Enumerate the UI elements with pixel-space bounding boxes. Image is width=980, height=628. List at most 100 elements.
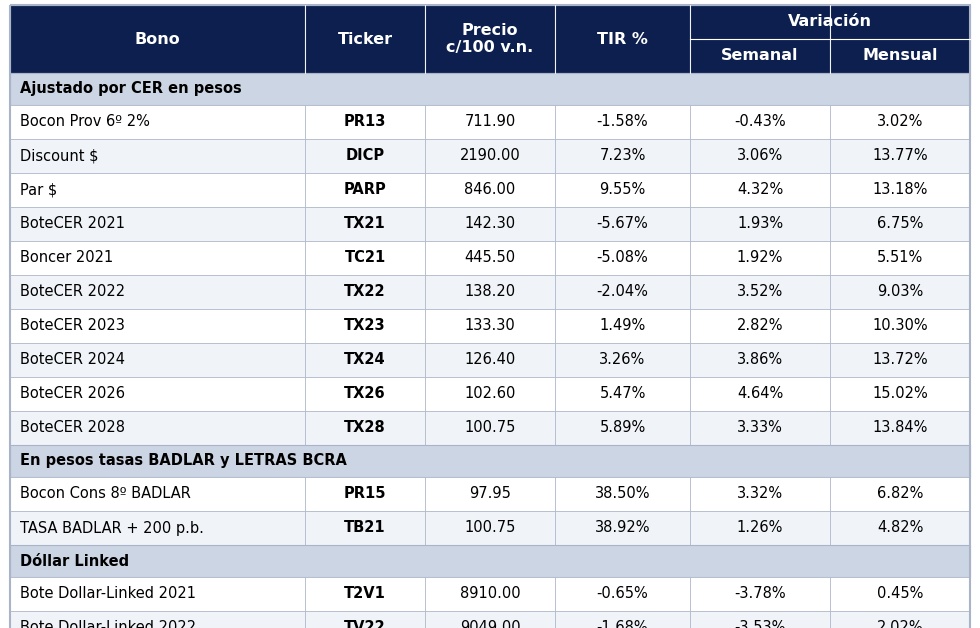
Text: 9049.00: 9049.00 [460, 620, 520, 628]
Bar [425, 411, 555, 445]
Text: Semanal: Semanal [721, 48, 799, 63]
Bar [10, 445, 970, 477]
Text: Mensual: Mensual [862, 48, 938, 63]
Bar [555, 139, 690, 173]
Bar [555, 5, 690, 73]
Text: 13.84%: 13.84% [872, 421, 928, 435]
Text: 6.82%: 6.82% [877, 487, 923, 502]
Bar [10, 73, 970, 105]
Text: BoteCER 2026: BoteCER 2026 [20, 386, 125, 401]
Text: 15.02%: 15.02% [872, 386, 928, 401]
Bar [830, 611, 970, 628]
Text: TX28: TX28 [344, 421, 386, 435]
Text: Bote Dollar-Linked 2022: Bote Dollar-Linked 2022 [20, 620, 196, 628]
Text: 1.49%: 1.49% [600, 318, 646, 333]
Bar [425, 511, 555, 545]
Bar [10, 477, 305, 511]
Text: TX23: TX23 [344, 318, 386, 333]
Bar [425, 275, 555, 309]
Text: Ajustado por CER en pesos: Ajustado por CER en pesos [20, 82, 242, 97]
Text: 100.75: 100.75 [465, 421, 515, 435]
Text: 2190.00: 2190.00 [460, 148, 520, 163]
Bar [830, 5, 970, 73]
Bar [305, 411, 425, 445]
Bar [425, 577, 555, 611]
Bar [690, 173, 830, 207]
Bar [10, 545, 970, 577]
Bar [305, 611, 425, 628]
Text: 133.30: 133.30 [465, 318, 515, 333]
Bar [10, 275, 305, 309]
Text: Boncer 2021: Boncer 2021 [20, 251, 114, 266]
Bar [10, 309, 305, 343]
Text: 0.45%: 0.45% [877, 587, 923, 602]
Bar [830, 275, 970, 309]
Text: 13.77%: 13.77% [872, 148, 928, 163]
Bar [690, 241, 830, 275]
Text: TIR %: TIR % [597, 31, 648, 46]
Text: 3.52%: 3.52% [737, 284, 783, 300]
Bar [425, 377, 555, 411]
Bar [305, 275, 425, 309]
Bar [425, 5, 555, 73]
Text: 5.47%: 5.47% [600, 386, 646, 401]
Text: 1.26%: 1.26% [737, 521, 783, 536]
Text: 3.26%: 3.26% [600, 352, 646, 367]
Bar [555, 343, 690, 377]
Bar [10, 5, 305, 73]
Text: Precio
c/100 v.n.: Precio c/100 v.n. [446, 23, 534, 55]
Bar [10, 511, 305, 545]
Bar [305, 343, 425, 377]
Bar [10, 139, 305, 173]
Bar [555, 173, 690, 207]
Bar [690, 411, 830, 445]
Bar [830, 577, 970, 611]
Bar [305, 309, 425, 343]
Bar [425, 207, 555, 241]
Text: 8910.00: 8910.00 [460, 587, 520, 602]
Text: 5.89%: 5.89% [600, 421, 646, 435]
Bar [10, 611, 305, 628]
Text: 13.72%: 13.72% [872, 352, 928, 367]
Bar [555, 511, 690, 545]
Text: 5.51%: 5.51% [877, 251, 923, 266]
Text: TC21: TC21 [344, 251, 385, 266]
Text: -1.68%: -1.68% [597, 620, 649, 628]
Text: BoteCER 2023: BoteCER 2023 [20, 318, 124, 333]
Text: 9.03%: 9.03% [877, 284, 923, 300]
Bar [690, 275, 830, 309]
Text: En pesos tasas BADLAR y LETRAS BCRA: En pesos tasas BADLAR y LETRAS BCRA [20, 453, 347, 468]
Bar [830, 105, 970, 139]
Text: 4.82%: 4.82% [877, 521, 923, 536]
Text: PARP: PARP [344, 183, 386, 197]
Text: Variación: Variación [788, 14, 872, 30]
Bar [555, 241, 690, 275]
Bar [425, 139, 555, 173]
Bar [690, 207, 830, 241]
Bar [305, 577, 425, 611]
Text: 846.00: 846.00 [465, 183, 515, 197]
Bar [305, 139, 425, 173]
Text: 126.40: 126.40 [465, 352, 515, 367]
Text: Dóllar Linked: Dóllar Linked [20, 553, 129, 568]
Bar [305, 105, 425, 139]
Text: 3.86%: 3.86% [737, 352, 783, 367]
Text: DICP: DICP [345, 148, 384, 163]
Text: 1.92%: 1.92% [737, 251, 783, 266]
Bar [690, 611, 830, 628]
Bar [425, 309, 555, 343]
Bar [305, 207, 425, 241]
Bar [690, 309, 830, 343]
Bar [555, 275, 690, 309]
Bar [690, 377, 830, 411]
Bar [830, 241, 970, 275]
Bar [425, 611, 555, 628]
Text: Bono: Bono [134, 31, 180, 46]
Bar [10, 105, 305, 139]
Text: 102.60: 102.60 [465, 386, 515, 401]
Text: 445.50: 445.50 [465, 251, 515, 266]
Text: Bocon Cons 8º BADLAR: Bocon Cons 8º BADLAR [20, 487, 191, 502]
Text: BoteCER 2028: BoteCER 2028 [20, 421, 125, 435]
Bar [830, 343, 970, 377]
Text: 3.02%: 3.02% [877, 114, 923, 129]
